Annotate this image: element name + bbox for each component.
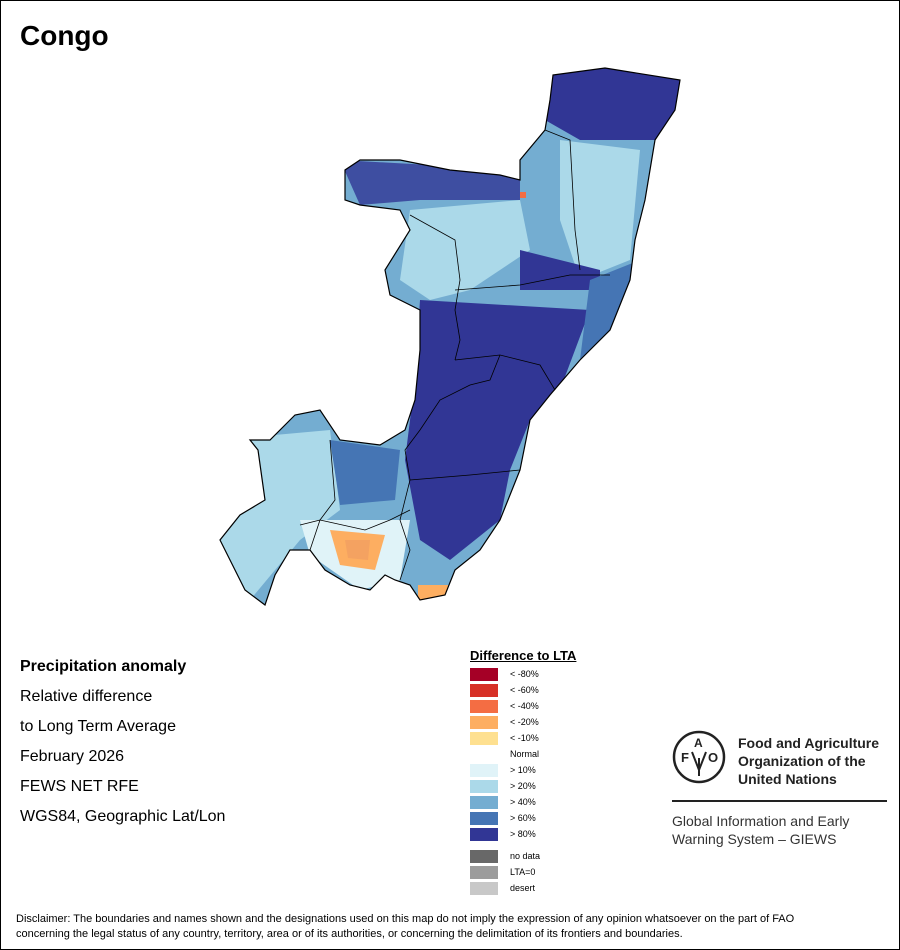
legend-label: > 20% <box>510 780 536 791</box>
giews-name: Global Information and Early Warning Sys… <box>672 812 849 848</box>
legend-label: Normal <box>510 748 540 759</box>
legend-swatch <box>470 731 498 745</box>
legend-swatch <box>470 683 498 697</box>
legend-label: < -10% <box>510 732 539 743</box>
anomaly-raster <box>220 68 680 605</box>
legend-swatch <box>470 881 498 895</box>
legend-swatch <box>470 795 498 809</box>
legend-label: > 60% <box>510 812 536 823</box>
svg-text:A: A <box>694 736 703 750</box>
legend-swatch <box>470 748 498 761</box>
info-line1: Relative difference <box>20 688 153 705</box>
legend-swatch <box>470 811 498 825</box>
disclaimer-line1: Disclaimer: The boundaries and names sho… <box>16 913 795 925</box>
legend-swatch <box>470 779 498 793</box>
legend: Difference to LTA < -80% < -60% < -40% < -2… <box>470 648 576 896</box>
info-line2: to Long Term Average <box>20 718 176 735</box>
legend-item: > 40% <box>470 794 576 810</box>
fao-emblem-icon: F A O <box>672 730 726 784</box>
legend-label: > 40% <box>510 796 536 807</box>
legend-item: no data <box>470 848 576 864</box>
fao-name-line2: Organization of the <box>738 753 866 769</box>
legend-label: < -80% <box>510 668 539 679</box>
legend-item: < -10% <box>470 730 576 746</box>
legend-item: < -40% <box>470 698 576 714</box>
info-period: February 2026 <box>20 748 125 765</box>
legend-label: > 80% <box>510 828 536 839</box>
disclaimer: Disclaimer: The boundaries and names sho… <box>16 912 894 942</box>
legend-label: > 10% <box>510 764 536 775</box>
giews-line1: Global Information and Early <box>672 813 850 829</box>
legend-swatch <box>470 667 498 681</box>
legend-swatch <box>470 849 498 863</box>
legend-item: < -80% <box>470 666 576 682</box>
legend-label: < -60% <box>510 684 539 695</box>
map-title: Congo <box>20 20 109 51</box>
svg-text:O: O <box>708 750 718 765</box>
map-info: Precipitation anomaly Relative differenc… <box>20 656 225 836</box>
legend-item: > 60% <box>470 810 576 826</box>
legend-swatch <box>470 763 498 777</box>
legend-label: LTA=0 <box>510 866 536 877</box>
fao-name-line3: United Nations <box>738 771 837 787</box>
info-heading: Precipitation anomaly <box>20 658 187 675</box>
disclaimer-line2: concerning the legal status of any count… <box>16 928 683 940</box>
logo-divider <box>672 800 887 802</box>
svg-text:F: F <box>681 750 689 765</box>
fao-name-line1: Food and Agriculture <box>738 735 880 751</box>
legend-item: > 80% <box>470 826 576 842</box>
legend-swatch <box>470 715 498 729</box>
congo-anomaly-map <box>219 67 681 606</box>
legend-item: > 20% <box>470 778 576 794</box>
legend-title: Difference to LTA <box>470 648 577 663</box>
legend-item: Normal <box>470 746 576 762</box>
giews-line2: Warning System – GIEWS <box>672 831 837 847</box>
legend-item: LTA=0 <box>470 864 576 880</box>
fao-name: Food and Agriculture Organization of the… <box>738 734 879 788</box>
legend-item: > 10% <box>470 762 576 778</box>
legend-item: < -60% <box>470 682 576 698</box>
legend-item: desert <box>470 880 576 896</box>
info-source: FEWS NET RFE <box>20 778 139 795</box>
legend-label: < -40% <box>510 700 539 711</box>
legend-swatch <box>470 699 498 713</box>
legend-label: < -20% <box>510 716 539 727</box>
legend-swatch <box>470 865 498 879</box>
legend-label: desert <box>510 882 536 893</box>
legend-swatch <box>470 827 498 841</box>
admin-boundaries <box>299 129 610 581</box>
legend-item: < -20% <box>470 714 576 730</box>
legend-label: no data <box>510 850 541 861</box>
info-projection: WGS84, Geographic Lat/Lon <box>20 808 226 825</box>
